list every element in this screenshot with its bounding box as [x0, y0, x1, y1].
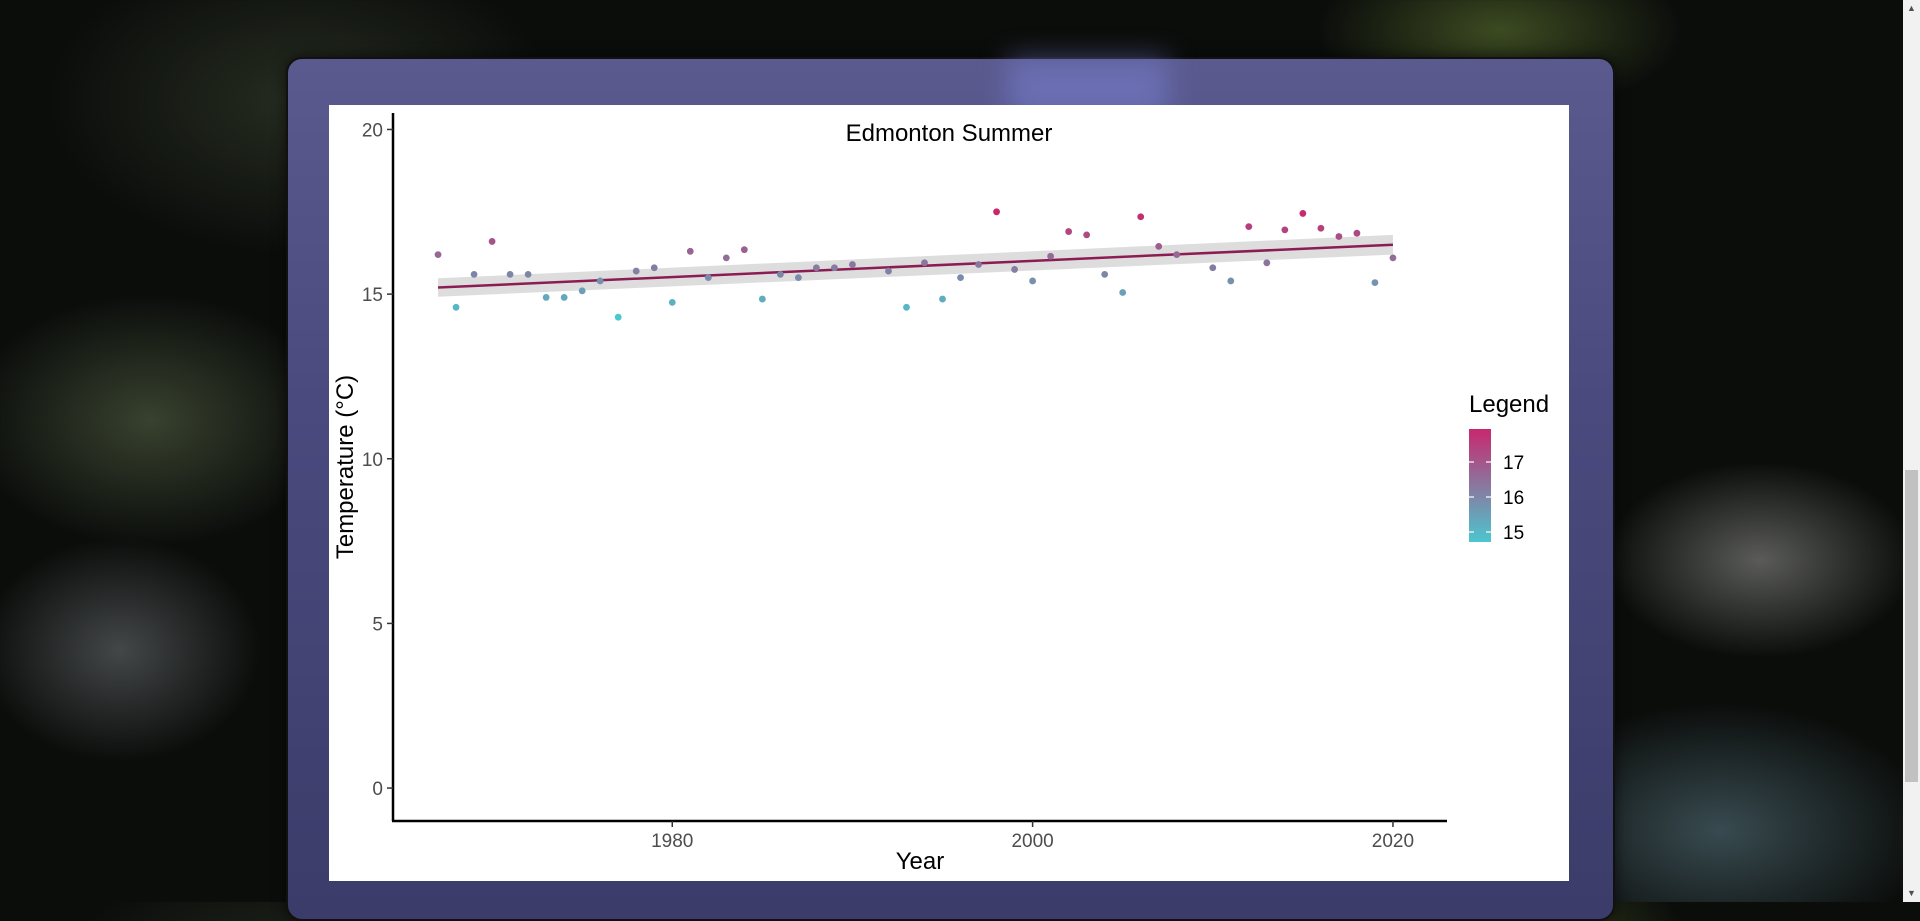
y-axis-label: Temperature (°C): [332, 375, 359, 559]
data-point: [903, 303, 910, 311]
data-point: [885, 267, 892, 275]
data-point: [578, 287, 586, 295]
data-point: [704, 274, 712, 282]
data-point: [776, 270, 784, 278]
page-scrollbar[interactable]: ▲ ▼: [1903, 0, 1920, 902]
data-point: [632, 267, 640, 275]
legend-label: 15: [1503, 523, 1524, 544]
data-point: [1263, 259, 1271, 267]
data-point: [1155, 242, 1163, 250]
legend-label: 17: [1503, 453, 1524, 474]
y-tick-label: 10: [362, 450, 383, 471]
y-tick-label: 15: [362, 285, 383, 306]
trendline: [437, 243, 1394, 289]
data-point: [1353, 229, 1361, 237]
data-point: [506, 270, 514, 278]
x-tick-label: 2020: [1372, 831, 1414, 852]
data-point: [813, 264, 820, 272]
data-point: [1371, 279, 1379, 286]
data-point: [1137, 213, 1145, 221]
data-point: [488, 238, 496, 245]
data-point: [1083, 231, 1091, 239]
data-point: [1065, 228, 1073, 235]
x-tick-label: 1980: [651, 831, 693, 852]
legend-label: 16: [1503, 488, 1524, 509]
data-point: [686, 247, 694, 255]
x-axis-label: Year: [896, 848, 945, 875]
scroll-up-arrow-icon[interactable]: ▲: [1907, 3, 1916, 13]
data-point: [452, 303, 460, 311]
data-point: [849, 261, 856, 268]
data-point: [957, 274, 964, 282]
data-point: [758, 295, 766, 303]
data-point: [1335, 233, 1343, 240]
data-point: [722, 254, 730, 262]
data-point: [1047, 252, 1055, 260]
x-tick-label: 2000: [1011, 831, 1053, 852]
data-point: [1281, 226, 1289, 234]
data-point: [668, 298, 676, 306]
data-point: [794, 274, 802, 282]
data-point: [614, 313, 622, 321]
data-point: [560, 294, 568, 301]
data-point: [1029, 277, 1037, 285]
legend-title: Legend: [1469, 391, 1549, 418]
data-point: [434, 251, 442, 258]
data-point: [470, 270, 478, 278]
chart-title: Edmonton Summer: [846, 120, 1053, 147]
data-point: [740, 246, 748, 254]
data-point: [939, 295, 946, 303]
scroll-down-arrow-icon[interactable]: ▼: [1907, 888, 1916, 898]
legend-colorbar: [1469, 429, 1491, 542]
data-point: [1119, 289, 1127, 296]
y-tick-label: 5: [372, 614, 383, 635]
data-point: [542, 294, 550, 301]
data-point: [650, 264, 658, 272]
data-point: [1173, 251, 1181, 258]
data-point: [1389, 254, 1397, 262]
data-point: [1299, 210, 1307, 217]
scatter-chart: Edmonton Summer Temperature (°C) Year 0 5…: [332, 113, 1549, 875]
y-tick-label: 20: [362, 120, 383, 141]
data-point: [1209, 264, 1217, 272]
chart-panel: Edmonton Summer Temperature (°C) Year 0 5…: [329, 105, 1569, 881]
legend: Legend 17 16 15: [1469, 391, 1549, 544]
data-point: [975, 261, 982, 268]
data-point: [1227, 277, 1235, 285]
data-point: [831, 264, 838, 272]
data-point: [524, 270, 532, 278]
data-point: [1011, 266, 1018, 273]
data-point: [993, 208, 1000, 216]
data-point: [596, 277, 604, 285]
y-tick-label: 0: [372, 779, 383, 800]
scrollbar-thumb[interactable]: [1905, 470, 1918, 782]
data-point: [1317, 224, 1325, 232]
data-point: [1245, 223, 1253, 231]
data-point: [1101, 270, 1109, 278]
data-point: [921, 259, 928, 267]
